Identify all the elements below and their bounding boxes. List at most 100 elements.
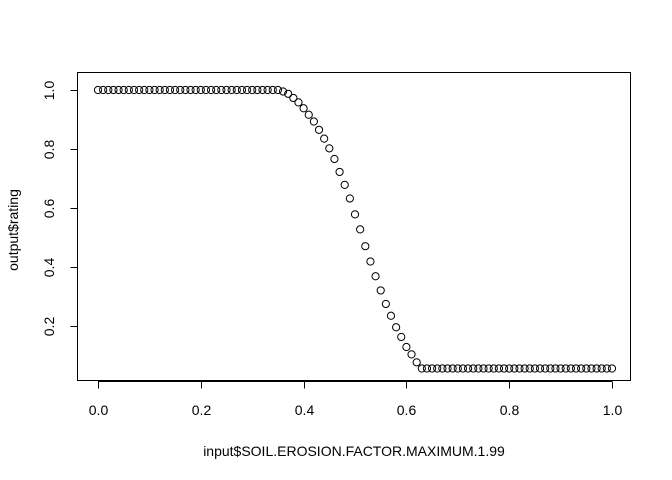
data-point bbox=[242, 85, 252, 95]
data-point bbox=[345, 194, 354, 203]
x-tick-label: 0.0 bbox=[89, 402, 109, 418]
data-point bbox=[474, 364, 483, 373]
data-point bbox=[217, 85, 226, 95]
plot-frame bbox=[77, 72, 631, 381]
data-point bbox=[93, 85, 103, 95]
data-point bbox=[227, 85, 236, 95]
data-point bbox=[263, 85, 272, 95]
data-point bbox=[145, 85, 154, 95]
data-point bbox=[571, 364, 581, 373]
x-tick-label: 0.4 bbox=[295, 402, 315, 418]
data-point bbox=[412, 358, 421, 367]
data-point bbox=[381, 299, 390, 309]
data-point bbox=[422, 364, 432, 373]
data-point bbox=[494, 364, 504, 373]
data-point bbox=[330, 154, 339, 164]
data-point bbox=[530, 364, 540, 373]
data-point bbox=[433, 364, 442, 373]
data-point bbox=[335, 167, 344, 177]
data-point bbox=[165, 85, 175, 95]
data-point bbox=[268, 85, 277, 95]
data-point bbox=[237, 85, 247, 95]
data-point bbox=[155, 85, 164, 95]
data-point bbox=[176, 85, 185, 95]
data-point bbox=[304, 110, 313, 119]
data-point bbox=[438, 364, 447, 373]
data-point bbox=[340, 180, 349, 190]
data-point bbox=[129, 85, 139, 95]
data-point bbox=[463, 364, 473, 373]
data-point bbox=[253, 85, 262, 95]
data-point bbox=[196, 85, 205, 95]
data-point bbox=[428, 364, 437, 373]
data-point bbox=[443, 364, 452, 373]
data-point bbox=[551, 364, 560, 373]
data-point bbox=[140, 85, 149, 95]
data-point bbox=[160, 85, 169, 95]
data-point bbox=[350, 210, 360, 219]
data-point bbox=[556, 364, 565, 373]
data-point bbox=[489, 364, 498, 373]
data-point bbox=[520, 364, 529, 373]
data-point bbox=[386, 311, 396, 320]
data-point bbox=[479, 364, 488, 373]
data-point bbox=[186, 85, 195, 95]
data-point bbox=[541, 364, 550, 373]
data-point bbox=[566, 364, 575, 373]
y-tick-label: 0.8 bbox=[41, 140, 57, 160]
data-point bbox=[505, 364, 514, 373]
data-point bbox=[407, 350, 416, 359]
data-point bbox=[448, 364, 457, 373]
y-axis-label: output$rating bbox=[5, 189, 21, 271]
x-tick-label: 0.2 bbox=[192, 402, 212, 418]
data-point bbox=[417, 364, 426, 373]
data-point bbox=[299, 104, 308, 113]
y-tick-label: 0.6 bbox=[41, 199, 57, 219]
y-tick-label: 1.0 bbox=[41, 81, 57, 101]
data-point bbox=[577, 364, 586, 373]
data-point bbox=[201, 85, 211, 95]
data-point bbox=[597, 364, 606, 373]
data-point bbox=[397, 332, 406, 342]
data-point bbox=[561, 364, 570, 373]
data-point bbox=[284, 89, 293, 98]
data-point bbox=[171, 85, 180, 95]
data-point bbox=[320, 134, 329, 143]
data-point bbox=[546, 364, 555, 373]
data-point bbox=[453, 364, 462, 373]
y-tick-label: 0.4 bbox=[41, 258, 57, 278]
data-point bbox=[206, 85, 216, 95]
x-tick-label: 1.0 bbox=[603, 402, 623, 418]
data-point bbox=[361, 242, 370, 251]
data-point bbox=[278, 87, 288, 96]
data-point bbox=[607, 364, 617, 373]
data-point bbox=[402, 342, 411, 352]
data-point bbox=[587, 364, 596, 373]
data-point bbox=[314, 125, 324, 134]
data-point bbox=[248, 85, 257, 95]
data-point bbox=[469, 364, 478, 373]
data-point bbox=[602, 364, 611, 373]
data-point bbox=[458, 364, 468, 373]
data-point bbox=[366, 257, 375, 266]
data-point bbox=[289, 93, 298, 103]
data-point bbox=[356, 225, 365, 234]
data-point bbox=[392, 323, 401, 332]
x-axis: 0.0 0.2 0.4 0.6 0.8 1.0 bbox=[89, 381, 623, 418]
data-point bbox=[371, 272, 380, 281]
x-tick-label: 0.8 bbox=[500, 402, 520, 418]
data-point bbox=[309, 117, 318, 126]
data-point bbox=[258, 85, 267, 95]
data-point bbox=[376, 286, 385, 295]
y-tick-label: 0.2 bbox=[41, 317, 57, 337]
data-point bbox=[191, 85, 200, 95]
data-point bbox=[273, 85, 282, 95]
data-point bbox=[135, 85, 144, 95]
data-point bbox=[325, 144, 334, 153]
data-point bbox=[181, 85, 190, 95]
data-point bbox=[104, 85, 113, 95]
y-axis: 0.2 0.4 0.6 0.8 1.0 bbox=[41, 81, 78, 337]
data-point bbox=[499, 364, 509, 373]
data-point bbox=[582, 364, 591, 373]
